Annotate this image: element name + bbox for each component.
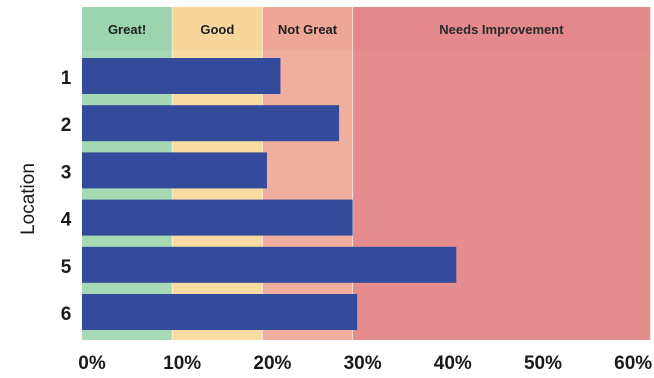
bar-location-3 xyxy=(82,152,267,189)
band-header-1 xyxy=(82,7,173,50)
bar-location-1 xyxy=(82,58,281,94)
y-axis-title: Location xyxy=(18,163,39,235)
x-tick-labels: 0% 10% 20% 30% 40% 50% 60% xyxy=(78,353,652,374)
x-tick-label-0: 0% xyxy=(78,353,106,374)
y-tick-label-4: 4 xyxy=(61,210,72,231)
x-tick-label-60: 60% xyxy=(614,353,652,374)
x-tick-label-20: 20% xyxy=(253,353,291,374)
y-tick-label-6: 6 xyxy=(61,304,72,325)
bar-location-4 xyxy=(82,199,353,236)
band-header-2 xyxy=(172,7,263,50)
band-label-3: Not Great xyxy=(278,22,338,37)
x-tick-label-50: 50% xyxy=(524,353,562,374)
x-tick-label-40: 40% xyxy=(434,353,472,374)
y-tick-label-1: 1 xyxy=(61,68,72,89)
bar-location-6 xyxy=(82,294,358,330)
background-bands xyxy=(82,7,651,340)
band-header-4 xyxy=(352,7,651,50)
x-tick-label-10: 10% xyxy=(163,353,201,374)
band-3 xyxy=(262,50,353,340)
bar-location-2 xyxy=(82,105,340,142)
band-2 xyxy=(172,50,263,340)
band-header-3 xyxy=(262,7,353,50)
y-tick-label-2: 2 xyxy=(61,115,72,136)
bars xyxy=(82,58,457,330)
x-tick-label-30: 30% xyxy=(344,353,382,374)
y-tick-label-5: 5 xyxy=(61,257,72,278)
y-tick-label-3: 3 xyxy=(61,162,72,183)
band-4 xyxy=(352,50,651,340)
band-labels: Great! Good Not Great Needs Improvement xyxy=(108,22,564,37)
band-label-4: Needs Improvement xyxy=(439,22,564,37)
band-1 xyxy=(82,50,173,340)
band-label-1: Great! xyxy=(108,22,146,37)
y-tick-labels: 1 2 3 4 5 6 xyxy=(61,68,72,325)
bar-location-5 xyxy=(82,246,457,283)
band-label-2: Good xyxy=(200,22,234,37)
